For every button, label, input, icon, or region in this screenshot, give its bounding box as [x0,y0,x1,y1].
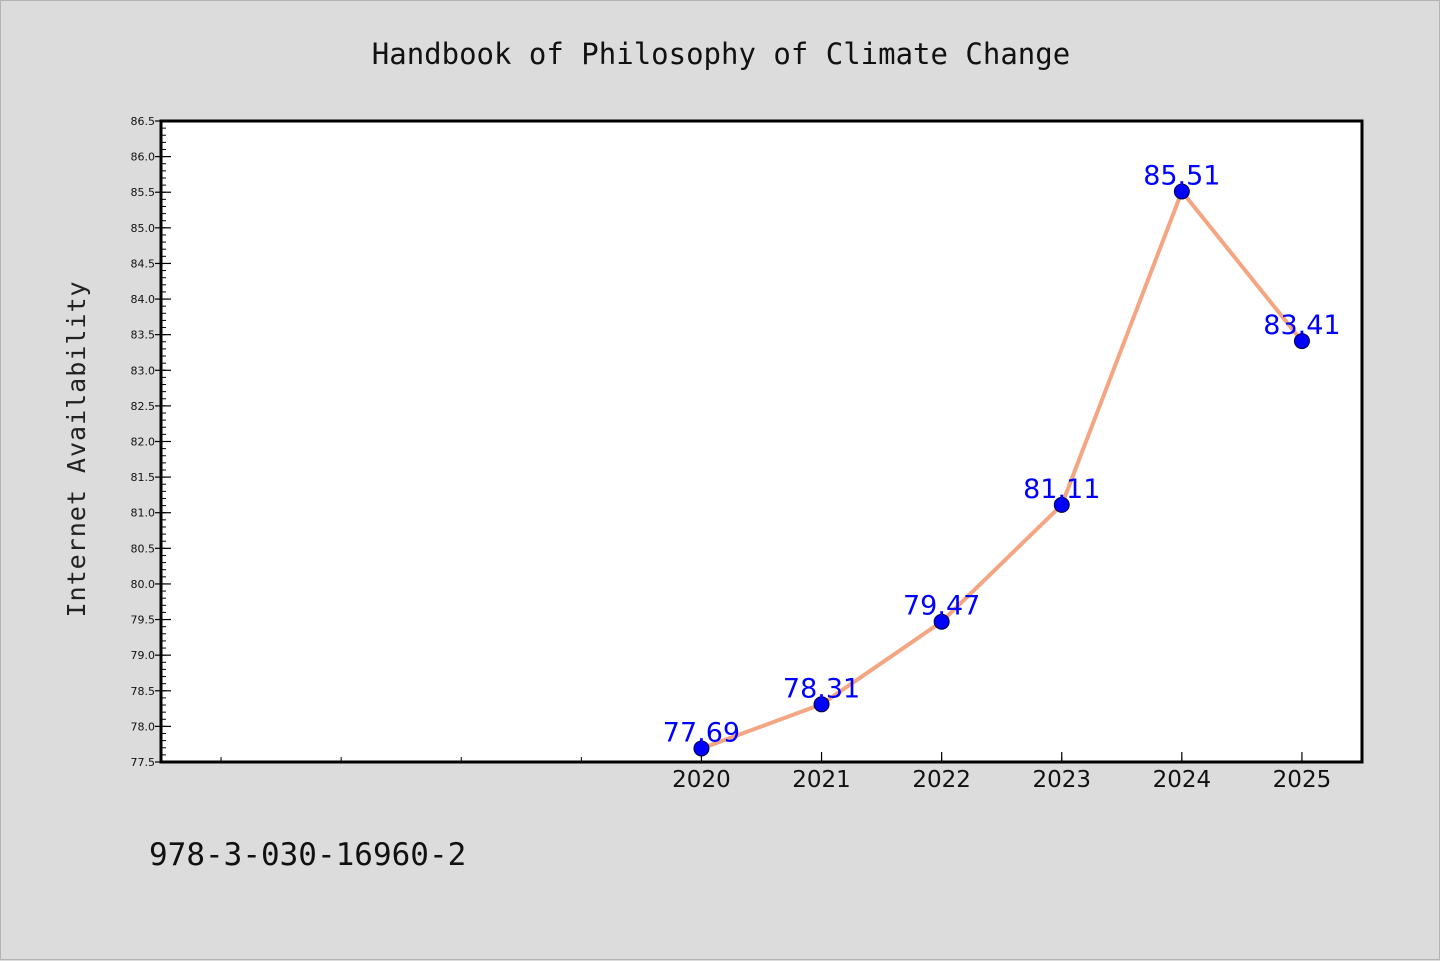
series-markers [693,183,1310,757]
x-tick-label: 2023 [1032,767,1091,793]
y-tick-label: 79.0 [131,649,156,662]
x-tick-label: 2020 [672,767,731,793]
data-point [1173,183,1190,200]
plot-area [159,119,1364,764]
data-label: 79.47 [903,591,980,622]
x-tick-label: 2022 [912,767,971,793]
y-tick-label: 85.5 [131,186,156,199]
data-point [1293,333,1310,350]
data-label: 78.31 [783,673,860,704]
y-tick-label: 82.5 [131,400,156,413]
data-label: 85.51 [1143,161,1220,192]
data-labels: 77.69 78.31 79.47 81.11 85.51 83.41 [663,161,1341,749]
data-point [1053,496,1070,513]
chart-title: Handbook of Philosophy of Climate Change [372,37,1070,71]
y-tick-label: 80.5 [131,542,156,555]
footer-isbn: 978-3-030-16960-2 [149,837,466,873]
y-tick-label: 81.0 [131,507,156,520]
y-tick-label: 82.0 [131,436,156,449]
y-tick-label: 81.5 [131,471,156,484]
data-point [693,740,710,757]
y-tick-label: 83.5 [131,329,156,342]
x-tick-label: 2021 [792,767,851,793]
y-tick-label: 86.5 [131,115,156,128]
y-tick-label: 83.0 [131,364,156,377]
y-tick-label: 80.0 [131,578,156,591]
y-tick-label: 78.5 [131,685,156,698]
x-axis-ticks: 2020 2021 2022 2023 2024 2025 [220,752,1332,793]
y-tick-label: 77.5 [131,756,156,769]
y-tick-label: 85.0 [131,222,156,235]
data-point [933,613,950,630]
y-tick-label: 84.5 [131,257,156,270]
data-point [813,696,830,713]
y-axis-label: Internet Availability [62,280,91,617]
series-line [700,189,1304,751]
y-tick-label: 84.0 [131,293,156,306]
data-label: 81.11 [1023,474,1100,505]
y-tick-label: 79.5 [131,614,156,627]
x-tick-label: 2024 [1153,767,1212,793]
y-tick-label: 86.0 [131,151,156,164]
x-tick-label: 2025 [1273,767,1332,793]
data-label: 83.41 [1263,310,1340,341]
y-tick-label: 78.0 [131,720,156,733]
y-axis-ticks: 77.5 78.0 78.5 79.0 79.5 80.0 80.5 81.0 81.5 82.0… [131,115,171,769]
data-label: 77.69 [663,717,740,748]
